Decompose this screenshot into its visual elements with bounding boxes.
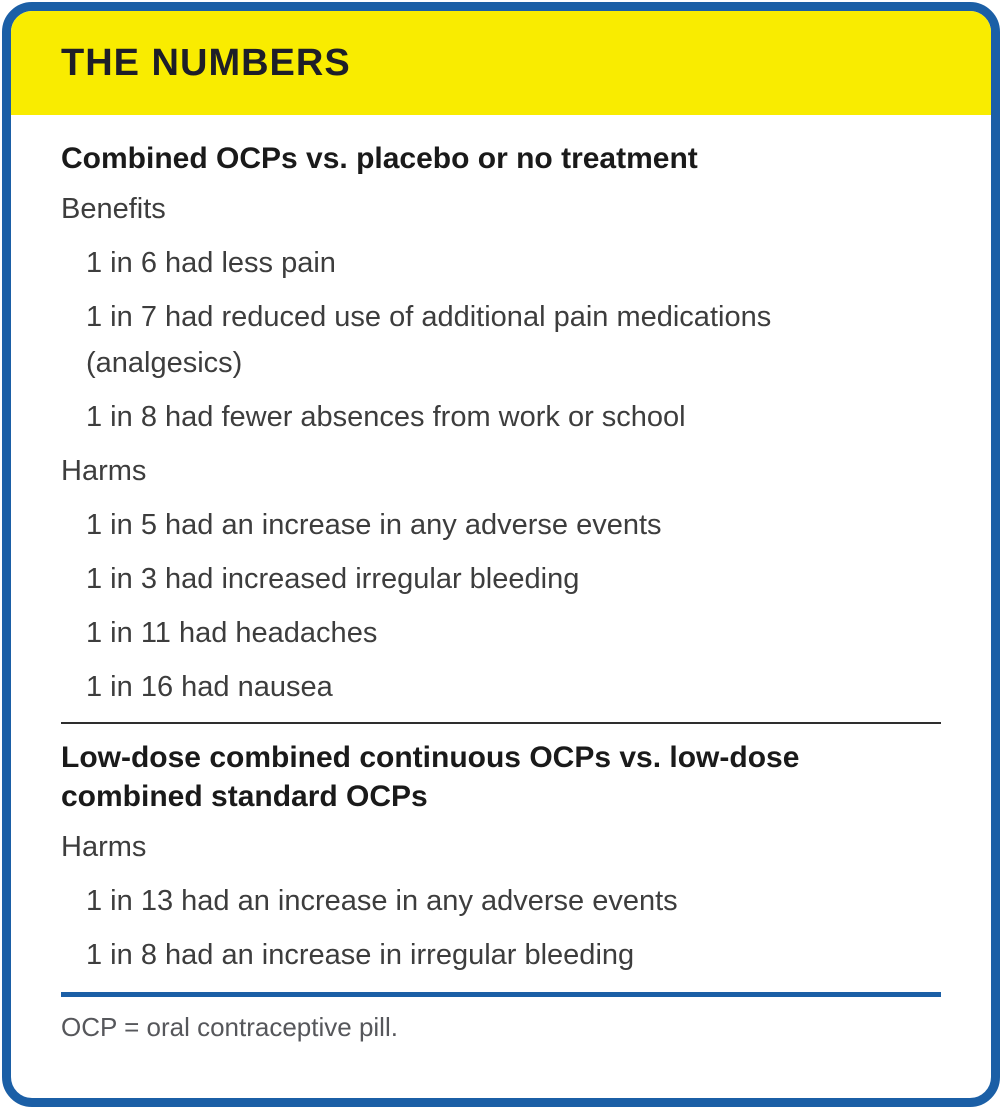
list-item: 1 in 8 had an increase in irregular blee… bbox=[86, 939, 635, 971]
section2-harms-label: Harms bbox=[61, 831, 147, 863]
list-item: 1 in 7 had reduced use of additional pai… bbox=[86, 301, 772, 379]
list-item: 1 in 6 had less pain bbox=[86, 247, 336, 279]
panel-header: THE NUMBERS bbox=[11, 11, 991, 115]
section-divider bbox=[61, 722, 941, 724]
section1-heading: Combined OCPs vs. placebo or no treatmen… bbox=[61, 142, 698, 175]
panel-title: THE NUMBERS bbox=[61, 41, 351, 84]
list-item: 1 in 3 had increased irregular bleeding bbox=[86, 563, 580, 595]
section1-benefits-label: Benefits bbox=[61, 193, 166, 225]
list-item: 1 in 11 had headaches bbox=[86, 617, 378, 649]
list-item: 1 in 16 had nausea bbox=[86, 671, 333, 703]
section1-harms-label: Harms bbox=[61, 455, 147, 487]
footnote-divider bbox=[61, 992, 941, 997]
panel-body: Combined OCPs vs. placebo or no treatmen… bbox=[11, 115, 991, 1047]
list-item: 1 in 13 had an increase in any adverse e… bbox=[86, 885, 678, 917]
list-item: 1 in 5 had an increase in any adverse ev… bbox=[86, 509, 662, 541]
section2-heading: Low-dose combined continuous OCPs vs. lo… bbox=[61, 741, 800, 813]
list-item: 1 in 8 had fewer absences from work or s… bbox=[86, 401, 686, 433]
footnote: OCP = oral contraceptive pill. bbox=[61, 1012, 398, 1042]
